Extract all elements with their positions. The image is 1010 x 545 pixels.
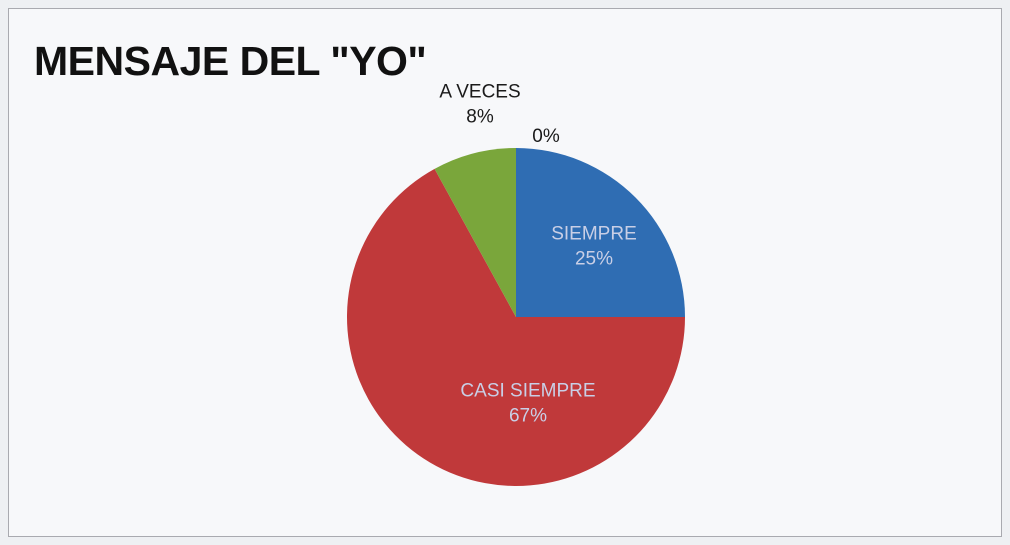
data-label-siempre-name: SIEMPRE [551, 224, 637, 245]
pie-slice-a-veces [434, 148, 516, 317]
chart-title: MENSAJE DEL "YO" [34, 38, 427, 84]
pie-slice-casi-siempre [346, 168, 685, 486]
data-label-siempre-value: 25% [575, 249, 613, 270]
data-label-casi-siempre-value: 67% [509, 406, 547, 427]
data-label-a-veces-value: 8% [466, 107, 494, 128]
data-label-other-value: 0% [532, 126, 560, 147]
data-label-casi-siempre-name: CASI SIEMPRE [460, 381, 595, 402]
data-label-a-veces-name: A VECES [439, 82, 520, 103]
pie-slice-siempre [516, 148, 685, 317]
